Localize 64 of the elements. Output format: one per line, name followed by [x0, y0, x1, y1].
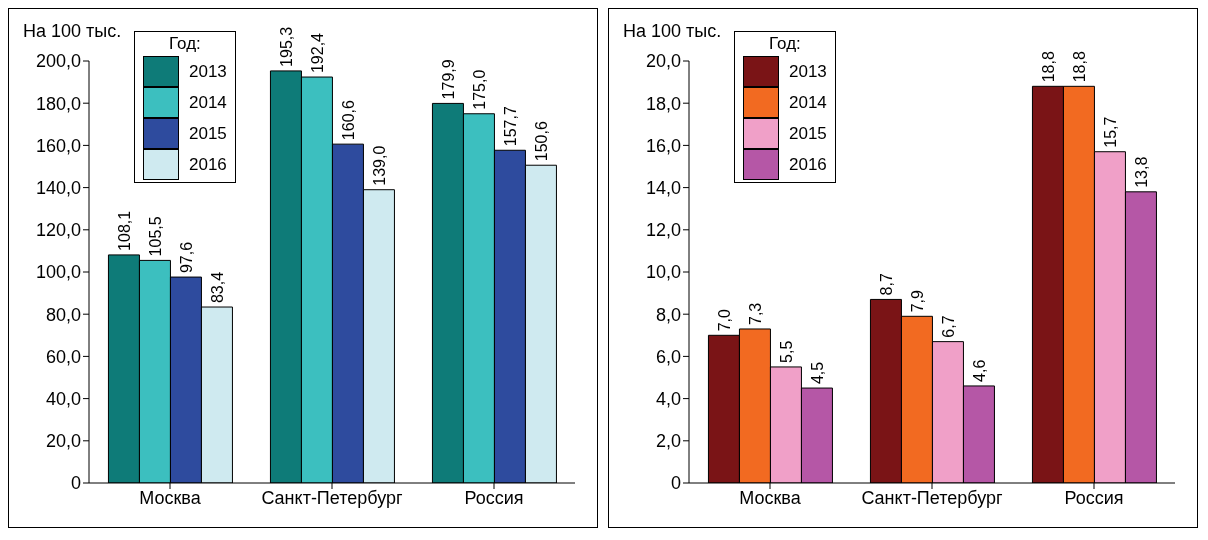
- y-tick-label: 18,0: [645, 93, 681, 114]
- legend-label: 2014: [789, 92, 827, 113]
- data-label: 192,4: [308, 32, 326, 74]
- x-tick-label: Санкт-Петербург: [861, 487, 1004, 508]
- y-tick-label: 120,0: [35, 220, 81, 241]
- legend-label: 2013: [189, 61, 227, 82]
- data-label: 195,3: [277, 26, 295, 67]
- data-label: 175,0: [470, 69, 488, 110]
- y-tick-label: 0: [670, 473, 681, 494]
- x-tick-label: Россия: [464, 487, 524, 508]
- legend-label: 2015: [789, 123, 827, 144]
- legend-label: 2016: [189, 154, 227, 175]
- data-label: 150,6: [532, 121, 550, 162]
- data-label: 4,6: [970, 359, 988, 382]
- y-axis-title: На 100 тыс.: [23, 21, 122, 42]
- y-tick-label: 80,0: [45, 304, 81, 325]
- data-label: 97,6: [177, 241, 195, 274]
- y-tick-label: 10,0: [645, 262, 681, 283]
- y-tick-label: 0: [70, 473, 81, 494]
- data-label: 15,7: [1101, 116, 1119, 148]
- y-tick-label: 14,0: [645, 177, 681, 198]
- y-tick-label: 4,0: [655, 388, 681, 409]
- data-label: 7,9: [908, 289, 926, 313]
- legend-label: 2013: [789, 61, 827, 82]
- y-tick-label: 12,0: [645, 220, 681, 241]
- y-tick-label: 2,0: [655, 431, 681, 452]
- data-label: 7,0: [715, 308, 733, 332]
- y-tick-label: 6,0: [655, 346, 681, 367]
- y-tick-label: 140,0: [35, 177, 81, 198]
- x-tick-label: Москва: [739, 487, 802, 508]
- data-label: 13,8: [1132, 156, 1150, 188]
- y-tick-label: 40,0: [45, 388, 81, 409]
- legend-label: 2014: [189, 92, 227, 113]
- data-label: 6,7: [939, 315, 957, 338]
- y-tick-label: 160,0: [35, 135, 81, 156]
- legend-title: Год:: [168, 34, 202, 54]
- data-label: 18,8: [1070, 51, 1088, 83]
- y-axis-title: На 100 тыс.: [623, 21, 722, 42]
- y-tick-label: 180,0: [35, 93, 81, 114]
- y-tick-label: 60,0: [45, 346, 81, 367]
- y-tick-label: 8,0: [655, 304, 681, 325]
- data-label: 157,7: [501, 106, 519, 147]
- legend-label: 2016: [789, 154, 827, 175]
- y-tick-label: 20,0: [45, 431, 81, 452]
- data-label: 18,8: [1039, 51, 1057, 83]
- data-label: 7,3: [746, 302, 764, 325]
- data-label: 179,9: [439, 59, 457, 100]
- legend-title: Год:: [768, 34, 802, 54]
- x-tick-label: Санкт-Петербург: [261, 487, 404, 508]
- data-label: 5,5: [777, 340, 795, 363]
- data-label: 108,1: [115, 210, 133, 251]
- data-label: 160,6: [339, 99, 357, 141]
- data-label: 4,5: [808, 361, 826, 385]
- y-tick-label: 200,0: [35, 51, 81, 72]
- data-label: 139,0: [370, 145, 388, 186]
- x-tick-label: Москва: [139, 487, 202, 508]
- data-label: 105,5: [146, 216, 164, 257]
- x-tick-label: Россия: [1064, 487, 1124, 508]
- y-tick-label: 20,0: [645, 51, 681, 72]
- y-tick-label: 100,0: [35, 262, 81, 283]
- data-label: 8,7: [877, 273, 895, 296]
- legend-label: 2015: [189, 123, 227, 144]
- y-tick-label: 16,0: [645, 135, 681, 156]
- data-label: 83,4: [208, 271, 226, 304]
